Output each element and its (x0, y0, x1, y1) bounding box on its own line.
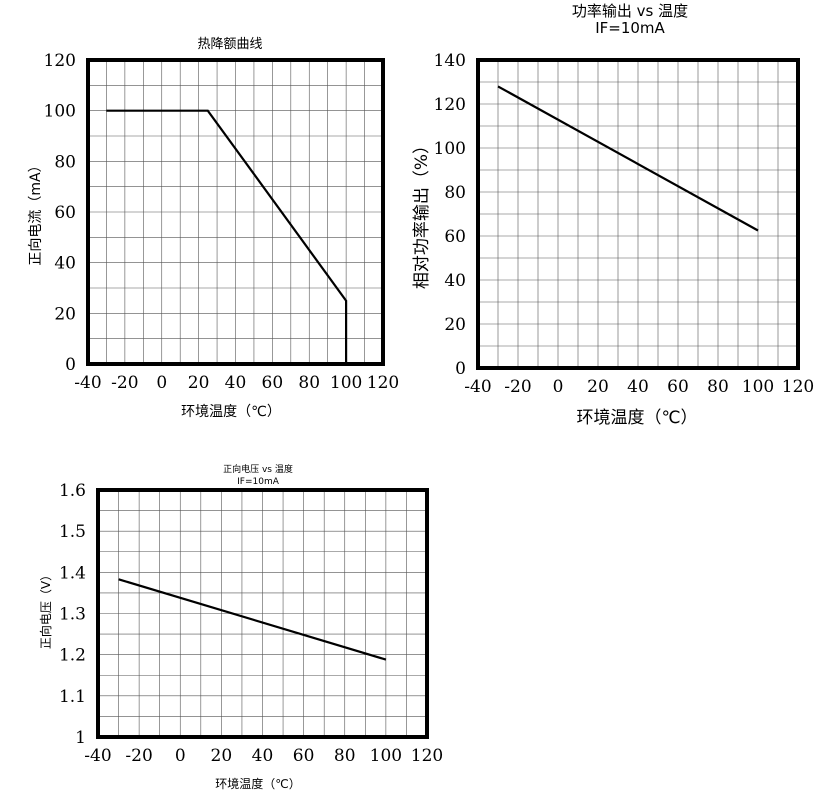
chart-1-x-tick-label: 20 (188, 373, 210, 393)
chart-2-plot-frame (476, 58, 800, 370)
chart-3-y-tick-label: 1.2 (59, 646, 86, 666)
chart-1-x-tick-label: 40 (225, 373, 247, 393)
chart-2-y-tick-label: 0 (455, 359, 466, 379)
chart-1-x-tick-label: -40 (74, 373, 101, 393)
chart-2-title: 功率输出 vs 温度 (572, 2, 688, 20)
chart-2-y-tick-label: 100 (434, 139, 466, 159)
chart-1-y-tick-label: 0 (65, 355, 76, 375)
chart-1-y-tick-label: 60 (54, 203, 76, 223)
chart-3-y-tick-label: 1.4 (59, 563, 86, 583)
chart-2-subtitle: IF=10mA (595, 19, 665, 37)
chart-thermal-derating: 热降额曲线 环境温度（℃） 正向电流（mA） -40 -20 0 20 40 60 80 10… (28, 37, 399, 420)
chart-2-x-tick-label: 100 (742, 377, 774, 397)
chart-1-x-tick-label: 80 (298, 373, 320, 393)
chart-3-x-tick-label: 60 (293, 746, 315, 766)
chart-3-x-tick-label: 20 (211, 746, 233, 766)
chart-1-y-tick-label: 100 (44, 102, 76, 122)
chart-3-x-tick-label: -20 (125, 746, 152, 766)
chart-3-x-tick-label: 80 (334, 746, 356, 766)
chart-2-x-tick-label: -40 (464, 377, 491, 397)
chart-1-y-tick-label: 20 (54, 304, 76, 324)
chart-2-x-tick-label: 60 (667, 377, 689, 397)
chart-1-y-tick-label: 120 (44, 51, 76, 71)
chart-2-y-tick-label: 120 (434, 95, 466, 115)
chart-3-y-tick-label: 1.1 (59, 687, 86, 707)
chart-3-y-tick-label: 1.5 (59, 522, 86, 542)
chart-2-y-tick-label: 60 (444, 227, 466, 247)
chart-2-y-tick-label: 40 (444, 271, 466, 291)
chart-1-x-tick-label: -20 (111, 373, 138, 393)
chart-2-x-tick-label: -20 (504, 377, 531, 397)
chart-3-plot-frame (96, 488, 429, 739)
chart-1-y-tick-label: 40 (54, 254, 76, 274)
chart-1-x-tick-label: 60 (262, 373, 284, 393)
chart-1-x-tick-label: 0 (156, 373, 167, 393)
chart-2-x-tick-label: 0 (553, 377, 564, 397)
chart-1-grid (88, 60, 383, 364)
chart-2-grid (478, 60, 798, 368)
chart-3-y-tick-label: 1 (75, 728, 86, 748)
chart-2-x-tick-label: 40 (627, 377, 649, 397)
chart-2-y-label: 相对功率输出（%） (412, 137, 432, 289)
chart-3-x-tick-label: 40 (252, 746, 274, 766)
chart-2-x-tick-label: 120 (782, 377, 814, 397)
chart-3-x-label: 环境温度（℃） (215, 776, 300, 791)
chart-1-x-tick-label: 100 (330, 373, 362, 393)
chart-1-y-label: 正向电流（mA） (28, 158, 44, 265)
chart-forward-voltage: 正向电压 vs 温度 IF=10mA 环境温度（℃） 正向电压（V） -40 -2… (38, 463, 443, 791)
chart-3-x-tick-label: -40 (84, 746, 111, 766)
chart-2-y-tick-label: 80 (444, 183, 466, 203)
chart-2-series-line (497, 85, 759, 232)
chart-2-x-tick-label: 80 (707, 377, 729, 397)
chart-1-y-tick-label: 80 (54, 152, 76, 172)
chart-1-x-tick-label: 120 (367, 373, 399, 393)
chart-2-x-label: 环境温度（℃） (576, 408, 697, 428)
chart-power-output: 功率输出 vs 温度 IF=10mA 环境温度（℃） 相对功率输出（%） -40… (412, 2, 814, 428)
chart-3-x-tick-label: 100 (370, 746, 402, 766)
chart-2-y-tick-label: 140 (434, 51, 466, 71)
chart-3-subtitle: IF=10mA (237, 477, 280, 487)
chart-1-plot-frame (86, 58, 385, 366)
chart-3-series-line (118, 578, 387, 661)
chart-3-x-tick-label: 120 (411, 746, 443, 766)
chart-1-series-line (106, 109, 348, 364)
chart-2-y-tick-label: 20 (444, 315, 466, 335)
chart-3-y-tick-label: 1.6 (59, 481, 86, 501)
chart-3-y-label: 正向电压（V） (38, 569, 53, 649)
chart-3-grid (98, 490, 427, 737)
chart-2-x-tick-label: 20 (587, 377, 609, 397)
chart-3-title: 正向电压 vs 温度 (223, 463, 293, 475)
chart-3-y-tick-label: 1.3 (59, 605, 86, 625)
chart-1-x-label: 环境温度（℃） (181, 404, 281, 420)
chart-3-x-tick-label: 0 (175, 746, 186, 766)
chart-1-title: 热降额曲线 (197, 37, 262, 52)
